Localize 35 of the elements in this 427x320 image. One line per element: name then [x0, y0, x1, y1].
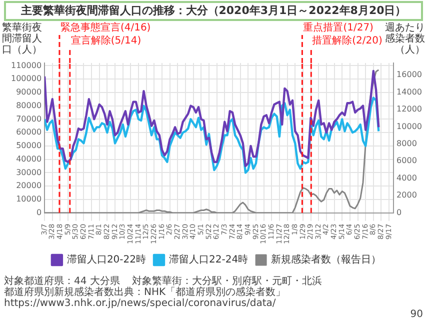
y2-tick-label: 14000 — [396, 87, 422, 96]
y-tick-label: 70000 — [16, 114, 42, 124]
y-tick-label: 60000 — [16, 128, 42, 137]
y2-tick-label: 0 — [396, 208, 402, 217]
text: 都道府県別新規感染者数出典：NHK「都道府県別の感染者数」https://www3.nhk.or.jp/news/special/coronavirus/data/ — [4, 287, 287, 309]
chart-title: 主要繁華街夜間滞留人口の推移：大分（2020年3月1日～2022年8月20日） — [4, 1, 423, 21]
legend-label: 新規感染者数（報告日） — [271, 254, 382, 266]
ref-line-label: 措置解除(2/20) — [312, 34, 383, 47]
y2-tick-label: 2000 — [396, 190, 417, 200]
y-axis-title: 繁華街夜間滞留人口（人） — [2, 22, 42, 56]
ref-line-label: 重点措置(1/27) — [303, 22, 374, 34]
y-tick-label: 0 — [36, 208, 42, 217]
y2-tick-label: 16000 — [396, 70, 422, 80]
ref-line-label: 宣言解除(5/14) — [70, 34, 142, 47]
y-tick-label: 80000 — [16, 100, 42, 110]
y2-tick-label: 10000 — [396, 122, 422, 131]
ref-line-label: 緊急事態宣言(4/16) — [60, 22, 151, 34]
y-tick-label: 40000 — [16, 154, 42, 164]
y-tick-label: 20000 — [16, 181, 42, 190]
legend-label: 滞留人口22-24時 — [169, 254, 248, 266]
text: 90 — [410, 309, 423, 320]
y2-tick-label: 12000 — [396, 104, 422, 114]
text: 対象都道府県：44 大分県 — [4, 276, 120, 287]
y-tick-label: 10000 — [16, 194, 42, 204]
text: 対象繁華街：大分駅・別府駅・元町・北浜 — [132, 276, 322, 287]
y2-tick-label: 6000 — [396, 156, 417, 166]
y-tick-label: 90000 — [16, 88, 42, 97]
y-tick-label: 110000 — [10, 60, 42, 70]
y-tick-label: 100000 — [10, 74, 42, 84]
y2-tick-label: 4000 — [396, 173, 417, 182]
y-tick-label: 50000 — [16, 141, 42, 150]
y2-axis-title: 週あたり感染者数（人） — [385, 22, 425, 56]
y-tick-label: 30000 — [16, 168, 42, 177]
y2-tick-label: 8000 — [396, 139, 417, 148]
legend-label: 滞留人口20-22時 — [66, 254, 146, 266]
